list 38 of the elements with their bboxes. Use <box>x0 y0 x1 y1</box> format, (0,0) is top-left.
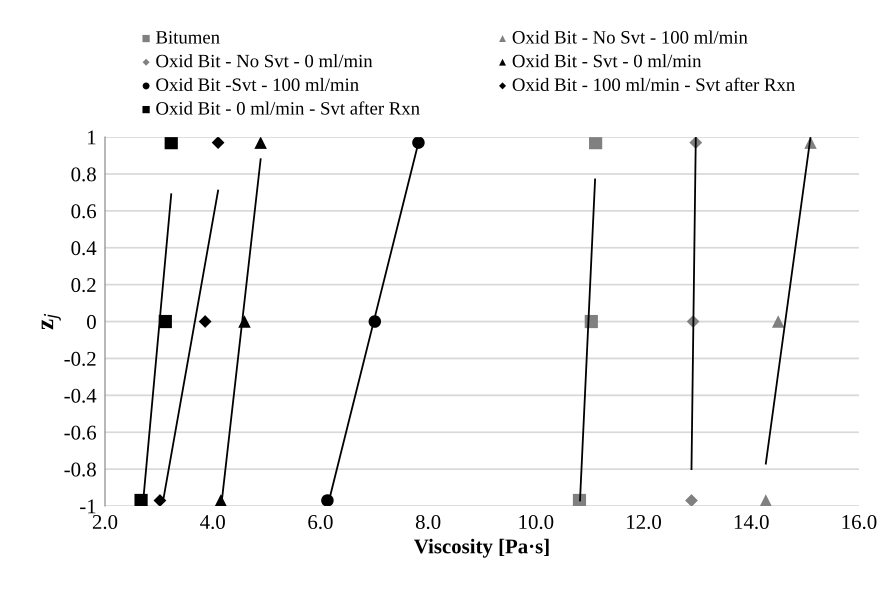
x-tick-label: 14.0 <box>734 514 769 530</box>
y-tick-label: 0.6 <box>71 204 96 218</box>
legend-label: Oxid Bit - 0 ml/min - Svt after Rxn <box>156 101 420 115</box>
legend-label: Oxid Bit - Svt - 0 ml/min <box>512 54 702 68</box>
point <box>760 494 772 506</box>
point <box>212 137 224 149</box>
legend-label: Oxid Bit - No Svt - 0 ml/min <box>156 54 372 68</box>
y-tick-label: 0 <box>87 314 96 329</box>
y-tick-label: 0.8 <box>71 167 96 182</box>
x-tick-label: 16.0 <box>842 514 876 530</box>
y-tick-label: -1 <box>80 499 96 514</box>
legend-label: Bitumen <box>156 31 220 44</box>
x-tick-label: 8.0 <box>416 514 440 530</box>
x-tick-label: 12.0 <box>627 514 661 530</box>
x-tick-label: 6.0 <box>308 514 333 530</box>
point <box>772 315 784 328</box>
y-tick-label: 0.4 <box>71 241 96 256</box>
y-axis-title: z$_{j}$ <box>42 314 61 330</box>
y-tick-label: -0.6 <box>64 426 96 440</box>
legend-label: Oxid Bit -Svt - 100 ml/min <box>156 78 359 92</box>
point <box>164 137 178 150</box>
point <box>321 494 334 506</box>
x-tick-label: 10.0 <box>519 514 554 530</box>
point <box>154 494 166 506</box>
legend-label: Oxid Bit - 100 ml/min - Svt after Rxn <box>512 78 795 92</box>
point <box>685 494 698 506</box>
x-tick-label: 2.0 <box>92 514 118 530</box>
y-tick-label: -0.4 <box>64 388 96 403</box>
point <box>254 137 267 149</box>
x-tick-label: 4.0 <box>200 514 225 530</box>
x-axis-title: Viscosity [Pa·s] <box>414 538 549 558</box>
y-tick-label: -0.8 <box>64 462 96 477</box>
point <box>589 137 602 150</box>
y-tick-label: 0.2 <box>71 278 96 292</box>
point <box>198 315 212 328</box>
y-tick-label: 1 <box>88 130 96 144</box>
legend-label: Oxid Bit - No Svt - 100 ml/min <box>512 30 748 44</box>
y-tick-label: -0.2 <box>64 352 96 366</box>
